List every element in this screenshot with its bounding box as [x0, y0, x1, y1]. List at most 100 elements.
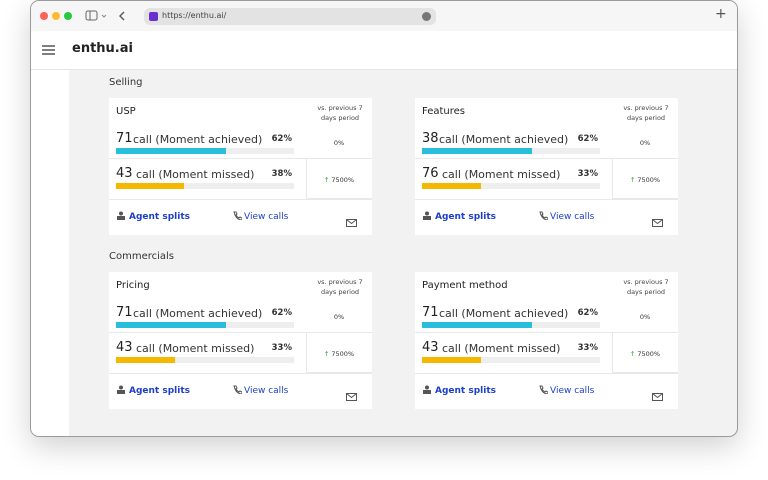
percent: 62% [271, 134, 292, 144]
row-label: call (Moment achieved) [133, 133, 263, 146]
card: USP vs. previous 7 days period 71 call (Mom… [109, 98, 372, 235]
divider [109, 332, 306, 333]
change: ↑ 7500% [306, 350, 372, 358]
progress-bar [116, 148, 227, 154]
progress-track [116, 183, 294, 189]
address-bar[interactable]: https://enthu.ai/ [144, 8, 436, 25]
progress-bar [422, 183, 481, 189]
row-label: call (Moment missed) [442, 168, 561, 181]
menu-icon[interactable] [42, 45, 55, 55]
row-label: call (Moment achieved) [439, 307, 569, 320]
agent-icon [117, 211, 125, 220]
view-calls-text: View calls [550, 386, 595, 396]
up-arrow: ↑ [629, 176, 638, 184]
percent: 38% [271, 169, 292, 179]
change: 0% [306, 139, 372, 147]
agent-splits-text: Agent splits [435, 212, 496, 222]
percent: 62% [577, 134, 598, 144]
progress-track [422, 357, 600, 363]
view-calls-link[interactable]: View calls [233, 385, 288, 396]
new-tab-button[interactable]: + [715, 6, 727, 22]
agent-splits-link[interactable]: Agent splits [116, 211, 190, 222]
count: 71 [422, 305, 439, 320]
change-value: 7500% [331, 350, 355, 358]
progress-track [422, 322, 600, 328]
progress-bar [116, 357, 175, 363]
up-arrow: ↑ [323, 350, 332, 358]
progress-bar [422, 357, 481, 363]
card: Payment method vs. previous 7 days period… [415, 272, 678, 409]
section-title: Commercials [109, 251, 175, 262]
change: ↑ 7500% [306, 176, 372, 184]
view-calls-text: View calls [244, 212, 289, 222]
app-header: enthu.ai [31, 31, 737, 70]
view-calls-text: View calls [244, 386, 289, 396]
progress-bar [422, 322, 533, 328]
view-calls-link[interactable]: View calls [539, 385, 594, 396]
brand: enthu.ai [72, 41, 133, 56]
row-label: call (Moment achieved) [439, 133, 569, 146]
mail-glyph [652, 393, 663, 401]
count: 43 [116, 340, 133, 355]
change: ↑ 7500% [612, 176, 678, 184]
compare-label: vs. previous 7 days period [623, 278, 669, 296]
change-value: 0% [333, 139, 345, 147]
mail-icon[interactable] [652, 212, 663, 231]
agent-splits-link[interactable]: Agent splits [422, 211, 496, 222]
count: 71 [116, 305, 133, 320]
url-text: https://enthu.ai/ [162, 11, 227, 20]
percent: 62% [271, 308, 292, 318]
change-value: 7500% [331, 176, 355, 184]
card: Features vs. previous 7 days period 38 call… [415, 98, 678, 235]
mail-icon[interactable] [652, 386, 663, 405]
mail-icon[interactable] [346, 212, 357, 231]
card-title: Features [422, 106, 465, 117]
mail-glyph [346, 219, 357, 227]
count: 71 [116, 131, 133, 146]
card-title: Pricing [116, 280, 150, 291]
up-arrow: ↑ [323, 176, 332, 184]
count: 38 [422, 131, 439, 146]
compare-label: vs. previous 7 days period [317, 104, 363, 122]
minimize-button[interactable] [52, 12, 60, 20]
right-cell [306, 158, 372, 199]
agent-splits-link[interactable]: Agent splits [116, 385, 190, 396]
agent-splits-text: Agent splits [129, 212, 190, 222]
more-icon[interactable] [422, 12, 431, 21]
percent: 33% [577, 343, 598, 353]
view-calls-text: View calls [550, 212, 595, 222]
progress-track [116, 357, 294, 363]
progress-track [422, 183, 600, 189]
divider [415, 158, 612, 159]
phone-icon [233, 385, 243, 395]
divider [109, 373, 372, 374]
toolbar-icons[interactable] [85, 10, 125, 22]
card-title: USP [116, 106, 136, 117]
up-arrow: ↑ [629, 350, 638, 358]
close-button[interactable] [40, 12, 48, 20]
agent-icon [117, 385, 125, 394]
divider [415, 373, 678, 374]
mail-icon[interactable] [346, 386, 357, 405]
favicon [149, 12, 158, 21]
agent-splits-link[interactable]: Agent splits [422, 385, 496, 396]
percent: 62% [577, 308, 598, 318]
count: 43 [116, 166, 133, 181]
count: 43 [422, 340, 439, 355]
row-label: call (Moment missed) [442, 342, 561, 355]
progress-bar [116, 322, 227, 328]
zoom-button[interactable] [64, 12, 72, 20]
count: 76 [422, 166, 439, 181]
mail-glyph [346, 393, 357, 401]
row-label: call (Moment achieved) [133, 307, 263, 320]
view-calls-link[interactable]: View calls [233, 211, 288, 222]
phone-icon [233, 211, 243, 221]
agent-icon [423, 385, 431, 394]
divider [109, 199, 372, 200]
change: ↑ 7500% [612, 350, 678, 358]
progress-bar [116, 183, 184, 189]
row-label: call (Moment missed) [136, 342, 255, 355]
view-calls-link[interactable]: View calls [539, 211, 594, 222]
right-cell [612, 158, 678, 199]
progress-track [422, 148, 600, 154]
